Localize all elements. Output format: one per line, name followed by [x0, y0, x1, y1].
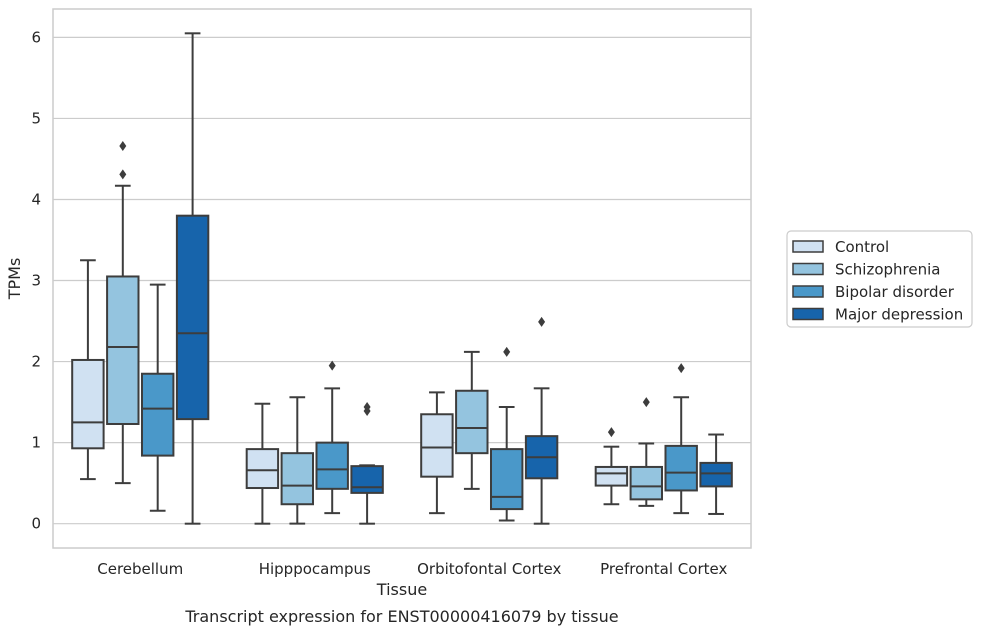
box-major-depression — [350, 401, 384, 525]
box-schizophrenia — [280, 396, 315, 525]
legend-swatch — [792, 240, 824, 253]
legend-label: Schizophrenia — [835, 261, 940, 279]
y-tick-label: 0 — [31, 515, 41, 533]
box-major-depression — [524, 316, 559, 525]
box-iqr — [699, 461, 733, 488]
outlier-point — [119, 169, 127, 180]
x-tick-label: Orbitofontal Cortex — [417, 560, 561, 578]
box-iqr — [140, 372, 175, 457]
box-iqr — [350, 465, 384, 494]
legend-swatch — [792, 262, 824, 276]
outlier-point — [328, 360, 336, 371]
y-tick-label: 5 — [31, 109, 41, 127]
box-control — [420, 391, 454, 515]
box-control — [245, 402, 280, 525]
outlier-point — [642, 397, 650, 408]
legend-label: Major depression — [835, 306, 963, 324]
box-iqr — [106, 275, 140, 425]
box-iqr — [315, 441, 349, 490]
y-tick-label: 4 — [31, 190, 41, 208]
box-major-depression — [175, 32, 210, 525]
x-axis-ticks: Cerebellum Hipppocampus Orbitofontal Corte… — [97, 560, 727, 578]
outlier-point — [363, 401, 371, 412]
chart-caption: Transcript expression for ENST0000041607… — [184, 607, 618, 626]
outlier-point — [538, 316, 546, 327]
box-control — [71, 259, 105, 481]
box-bipolar-disorder — [489, 346, 524, 522]
x-tick-label: Prefrontal Cortex — [600, 560, 727, 578]
box-iqr — [71, 358, 105, 450]
y-axis-ticks: 0 1 2 3 4 5 6 — [31, 28, 41, 532]
outlier-point — [607, 427, 615, 438]
legend-frame — [786, 230, 973, 328]
box-control — [594, 427, 629, 506]
box-major-depression — [699, 433, 733, 515]
outlier-point — [503, 346, 511, 357]
box-iqr — [175, 214, 210, 421]
box-iqr — [489, 448, 524, 511]
box-bipolar-disorder — [315, 360, 349, 515]
legend: Control Schizophrenia Bipolar disorder Majo… — [786, 230, 973, 328]
box-iqr — [594, 465, 629, 487]
legend-swatch — [792, 285, 824, 298]
box-iqr — [280, 452, 315, 506]
box-schizophrenia — [106, 140, 140, 485]
box-plot-area — [71, 32, 733, 525]
y-tick-label: 2 — [31, 353, 41, 371]
box-schizophrenia — [629, 397, 664, 507]
y-axis-label: TPMs — [5, 258, 24, 301]
legend-swatch — [792, 307, 824, 321]
box-iqr — [245, 448, 280, 490]
y-tick-label: 3 — [31, 272, 41, 290]
box-bipolar-disorder — [140, 283, 175, 512]
box-iqr — [420, 413, 454, 478]
outlier-point — [677, 363, 685, 374]
outlier-point — [119, 140, 127, 151]
box-bipolar-disorder — [664, 363, 698, 515]
x-tick-label: Cerebellum — [97, 560, 183, 578]
x-axis-label: Tissue — [376, 580, 427, 599]
box-iqr — [629, 465, 664, 501]
x-tick-label: Hipppocampus — [259, 560, 371, 578]
box-iqr — [664, 444, 698, 492]
plot-frame — [52, 8, 752, 549]
y-tick-label: 1 — [31, 434, 41, 452]
legend-label: Control — [835, 238, 889, 256]
legend-label: Bipolar disorder — [835, 283, 955, 301]
box-iqr — [455, 389, 489, 455]
y-tick-label: 6 — [31, 28, 41, 46]
box-schizophrenia — [455, 350, 489, 490]
